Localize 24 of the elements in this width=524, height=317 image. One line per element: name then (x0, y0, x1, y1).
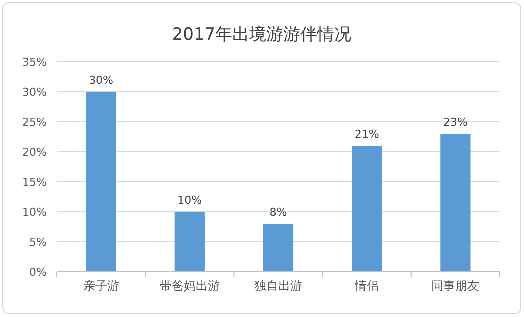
x-tick-label: 同事朋友 (432, 279, 480, 293)
y-tick-label: 30% (22, 86, 47, 99)
x-tick-label: 情侣 (354, 279, 380, 293)
y-tick-label: 5% (30, 236, 47, 249)
data-label: 8% (270, 206, 288, 219)
bar (86, 92, 116, 272)
x-tick-label: 带爸妈出游 (160, 279, 220, 293)
y-tick-label: 20% (22, 146, 47, 159)
y-tick-label: 10% (22, 206, 47, 219)
x-tick-label: 亲子游 (83, 279, 120, 293)
data-label: 21% (354, 128, 380, 141)
data-label: 10% (178, 194, 202, 207)
chart-title: 2017年出境游游伴情况 (172, 25, 352, 45)
y-tick-label: 0% (30, 266, 47, 279)
data-label: 30% (89, 74, 114, 87)
y-tick-label: 35% (22, 56, 47, 69)
bar (174, 212, 205, 272)
bar (352, 146, 382, 272)
y-tick-label: 15% (22, 176, 47, 189)
data-label: 23% (443, 116, 468, 129)
bar (440, 134, 471, 272)
x-tick-label: 独自出游 (254, 279, 302, 293)
y-tick-label: 25% (22, 116, 47, 129)
bar (263, 224, 294, 272)
